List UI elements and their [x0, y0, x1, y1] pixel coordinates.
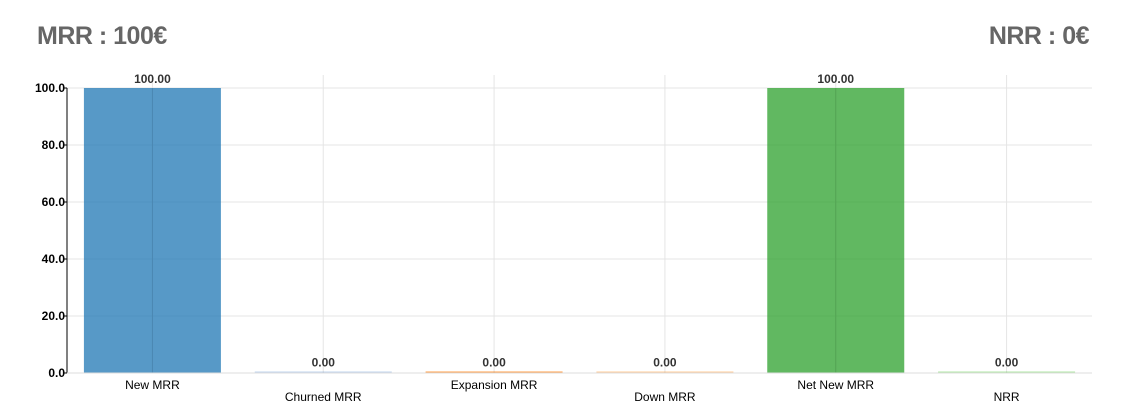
bar-value-label: 0.00: [312, 356, 336, 370]
y-tick-label: 100.0: [35, 81, 65, 95]
nrr-total: NRR : 0€: [988, 22, 1090, 50]
x-category-label: New MRR: [125, 378, 180, 392]
x-category-label: Down MRR: [634, 390, 696, 404]
bar-value-label: 0.00: [482, 356, 506, 370]
x-category-label: NRR: [994, 390, 1020, 404]
bar-net-new-mrr: [767, 88, 905, 373]
bar-churned-mrr: [254, 371, 392, 373]
x-category-label: Churned MRR: [285, 390, 362, 404]
bar-value-label: 100.00: [817, 72, 854, 86]
y-tick-label: 20.0: [42, 309, 66, 323]
bar-value-label: 100.00: [134, 72, 171, 86]
mrr-total: MRR : 100€: [37, 22, 167, 50]
bar-nrr: [938, 371, 1076, 373]
bar-new-mrr: [83, 88, 221, 373]
bar-value-label: 0.00: [653, 356, 677, 370]
y-tick-label: 0.0: [48, 366, 65, 380]
y-tick-label: 80.0: [42, 138, 66, 152]
bar-expansion-mrr: [425, 371, 563, 373]
y-tick-label: 60.0: [42, 195, 66, 209]
bar-down-mrr: [596, 371, 734, 373]
y-tick-label: 40.0: [42, 252, 66, 266]
bar-value-label: 0.00: [995, 356, 1019, 370]
x-category-label: Expansion MRR: [451, 378, 538, 392]
x-category-label: Net New MRR: [797, 378, 874, 392]
